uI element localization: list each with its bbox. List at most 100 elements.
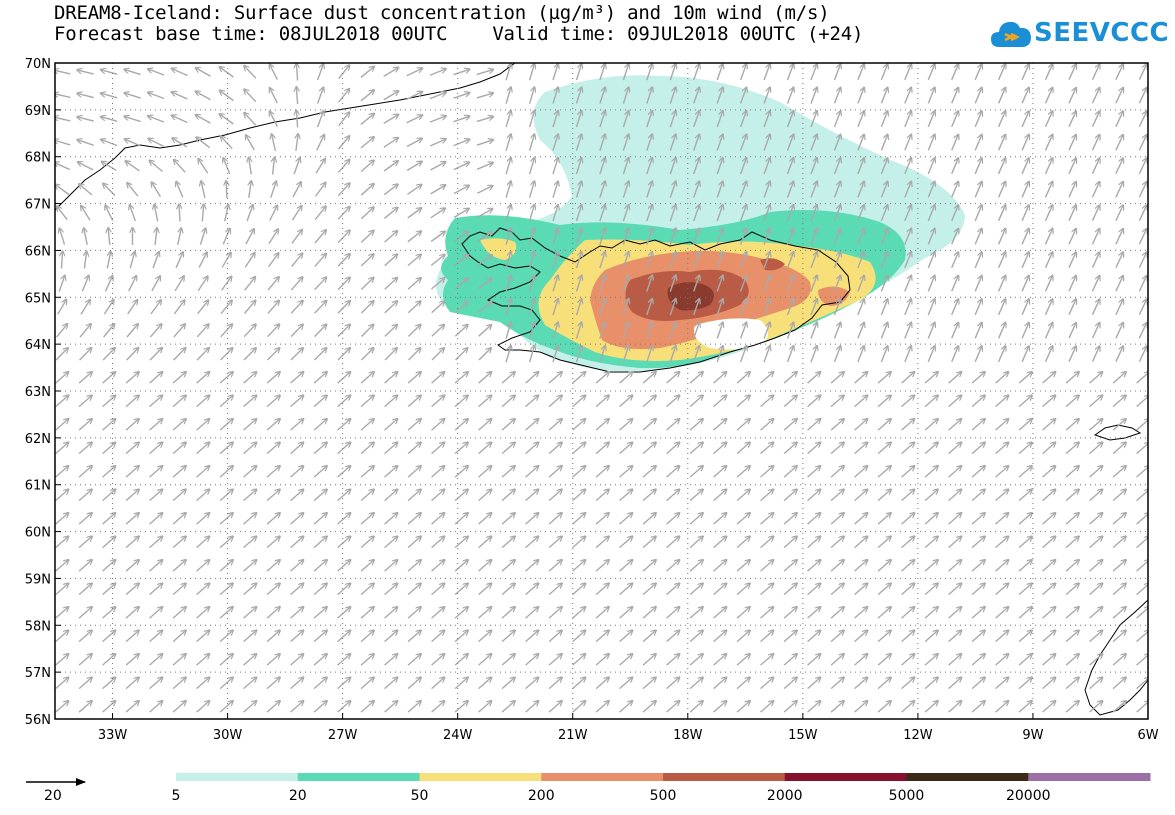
wind-arrow [1138, 252, 1146, 268]
wind-arrow [763, 229, 770, 245]
wind-arrow [642, 513, 656, 525]
wind-arrow [525, 583, 539, 596]
wind-arrow [78, 607, 92, 619]
wind-arrow [406, 115, 422, 124]
wind-arrow [1042, 513, 1056, 525]
wind-arrow [877, 630, 891, 643]
wind-arrow [666, 677, 680, 690]
wind-arrow [477, 232, 492, 242]
wind-arrow [267, 277, 279, 291]
wind-arrow [291, 206, 301, 221]
wind-arrow [760, 536, 774, 549]
wind-arrow [642, 630, 656, 643]
wind-arrow [669, 275, 675, 292]
wind-arrow [407, 701, 421, 713]
lat-tick-label: 57N [25, 666, 51, 681]
wind-arrow [196, 630, 210, 643]
wind-arrow [431, 442, 445, 455]
wind-arrow [78, 536, 92, 549]
wind-arrow [689, 560, 703, 572]
wind-arrow [125, 466, 139, 478]
wind-arrow [1021, 64, 1029, 81]
wind-arrow [453, 162, 469, 171]
wind-arrow [646, 87, 652, 104]
wind-arrow [575, 299, 582, 316]
wind-arrow [642, 677, 656, 690]
wind-arrow [407, 677, 421, 690]
wind-arrow [854, 654, 868, 666]
wind-arrow [830, 607, 844, 619]
wind-arrow [501, 395, 515, 408]
wind-arrow [666, 654, 680, 666]
wind-arrow [927, 252, 934, 269]
wind-arrow [1065, 654, 1079, 666]
wind-arrow [172, 489, 186, 502]
wind-arrow [689, 583, 703, 596]
wind-arrow [666, 701, 680, 713]
wind-arrow [1042, 701, 1056, 713]
wind-arrow [454, 654, 468, 666]
wind-arrow [478, 677, 492, 690]
wind-arrow [290, 301, 303, 314]
colorbar-segment [663, 773, 786, 781]
wind-arrow [78, 162, 94, 171]
wind-arrow [552, 275, 558, 292]
wind-arrow [854, 513, 868, 525]
wind-arrow [78, 466, 92, 478]
wind-arrow [296, 87, 297, 105]
wind-arrow [224, 205, 229, 222]
wind-arrow [103, 184, 116, 196]
wind-arrow [599, 299, 605, 316]
wind-arrow [270, 64, 278, 80]
wind-arrow [360, 630, 374, 643]
wind-arrow [877, 583, 891, 596]
wind-arrow [857, 64, 864, 81]
wind-arrow [786, 88, 794, 104]
wind-arrow [830, 701, 844, 713]
wind-arrow [78, 701, 92, 713]
wind-arrow [196, 654, 210, 666]
wind-arrow [273, 158, 275, 175]
wind-arrow [716, 111, 723, 128]
wind-arrow [948, 442, 962, 455]
logo-text: SEEVCCC [1034, 18, 1170, 48]
wind-arrow [1044, 88, 1053, 104]
wind-arrow [360, 184, 374, 196]
cloud-icon [991, 21, 1031, 47]
wind-arrow [713, 372, 727, 384]
wind-arrow [454, 232, 469, 242]
concentration-colorbar: 5 20 50 200 500 2000 5000 20000 [172, 773, 1151, 804]
wind-arrow [669, 134, 675, 151]
wind-arrow [693, 64, 700, 81]
wind-arrow [1089, 489, 1103, 502]
wind-arrow [290, 607, 304, 619]
wind-arrow [693, 346, 700, 363]
wind-arrow [360, 301, 373, 314]
wind-arrow [244, 66, 257, 79]
wind-arrow [833, 158, 841, 175]
wind-arrow [760, 372, 774, 384]
wind-arrow [760, 607, 774, 619]
wind-arrow [128, 276, 137, 292]
wind-arrow [736, 630, 750, 643]
wind-arrow [1112, 560, 1126, 572]
wind-arrow [453, 116, 470, 123]
wind-arrow [599, 111, 605, 128]
wind-arrow [243, 301, 256, 314]
wind-arrow [243, 489, 257, 502]
wind-arrow [595, 677, 609, 690]
wind-arrow [249, 158, 252, 175]
wind-arrow [995, 677, 1009, 690]
wind-arrow [951, 252, 959, 269]
wind-arrow [290, 348, 303, 361]
wind-arrow [857, 182, 864, 198]
wind-arrow [55, 583, 69, 596]
wind-arrow [505, 205, 511, 222]
wind-arrow [501, 513, 515, 525]
lon-tick-label: 15W [788, 728, 818, 743]
wind-arrow [901, 419, 915, 431]
wind-arrow [739, 88, 747, 104]
wind-arrow [548, 442, 562, 455]
wind-arrow [172, 395, 186, 408]
wind-arrow [1115, 205, 1123, 221]
